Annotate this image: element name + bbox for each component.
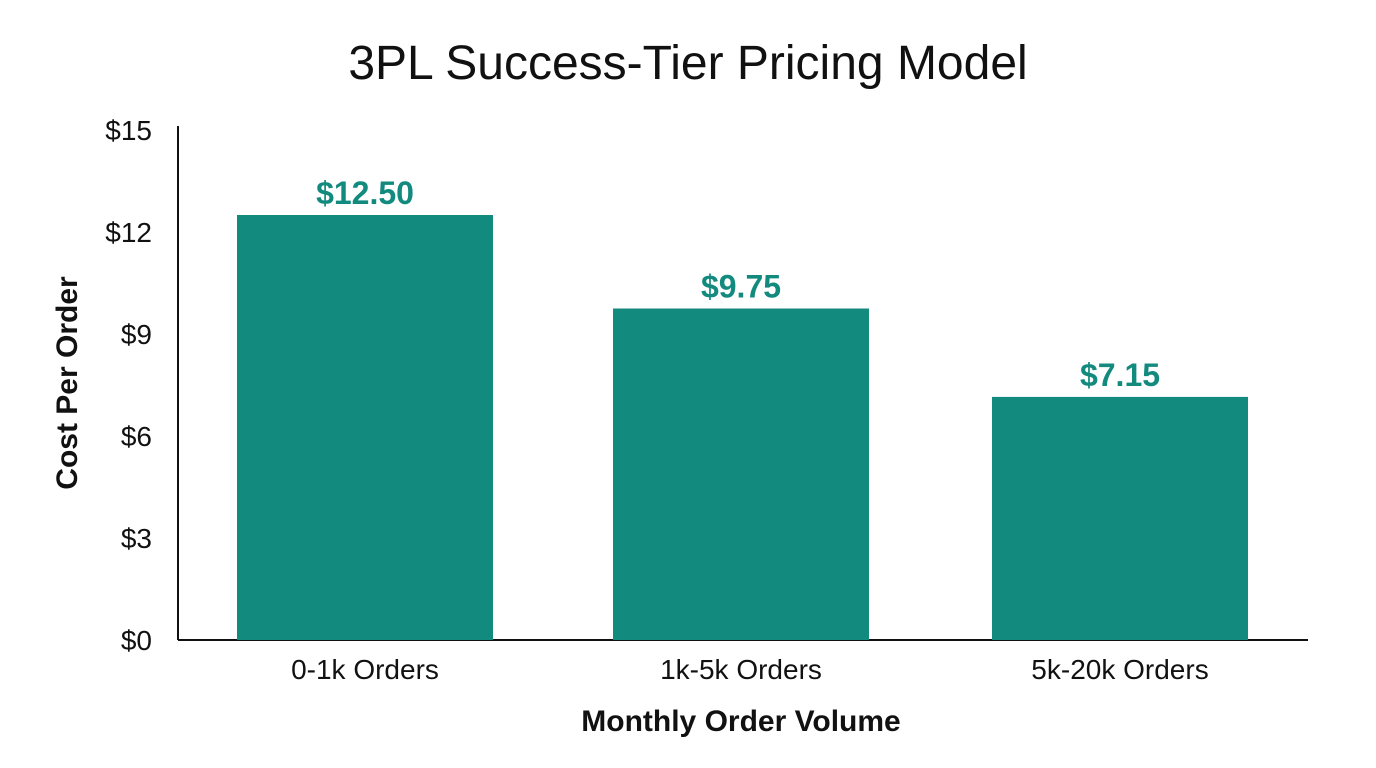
data-label: $12.50: [316, 175, 414, 211]
x-tick-label: 0-1k Orders: [291, 654, 439, 685]
bar: [237, 215, 493, 640]
y-tick-label: $12: [105, 217, 152, 248]
x-axis-label: Monthly Order Volume: [581, 705, 900, 738]
data-label: $7.15: [1080, 357, 1160, 393]
y-tick-label: $0: [121, 625, 152, 656]
chart-title: 3PL Success-Tier Pricing Model: [348, 37, 1028, 90]
y-axis-label: Cost Per Order: [51, 276, 84, 490]
x-tick-label: 1k-5k Orders: [660, 654, 822, 685]
y-tick-label: $9: [121, 319, 152, 350]
data-label: $9.75: [701, 269, 781, 305]
x-tick-label: 5k-20k Orders: [1031, 654, 1208, 685]
y-tick-label: $6: [121, 421, 152, 452]
y-tick-label: $15: [105, 115, 152, 146]
y-tick-label: $3: [121, 523, 152, 554]
bar: [992, 396, 1248, 640]
bar: [613, 308, 869, 640]
